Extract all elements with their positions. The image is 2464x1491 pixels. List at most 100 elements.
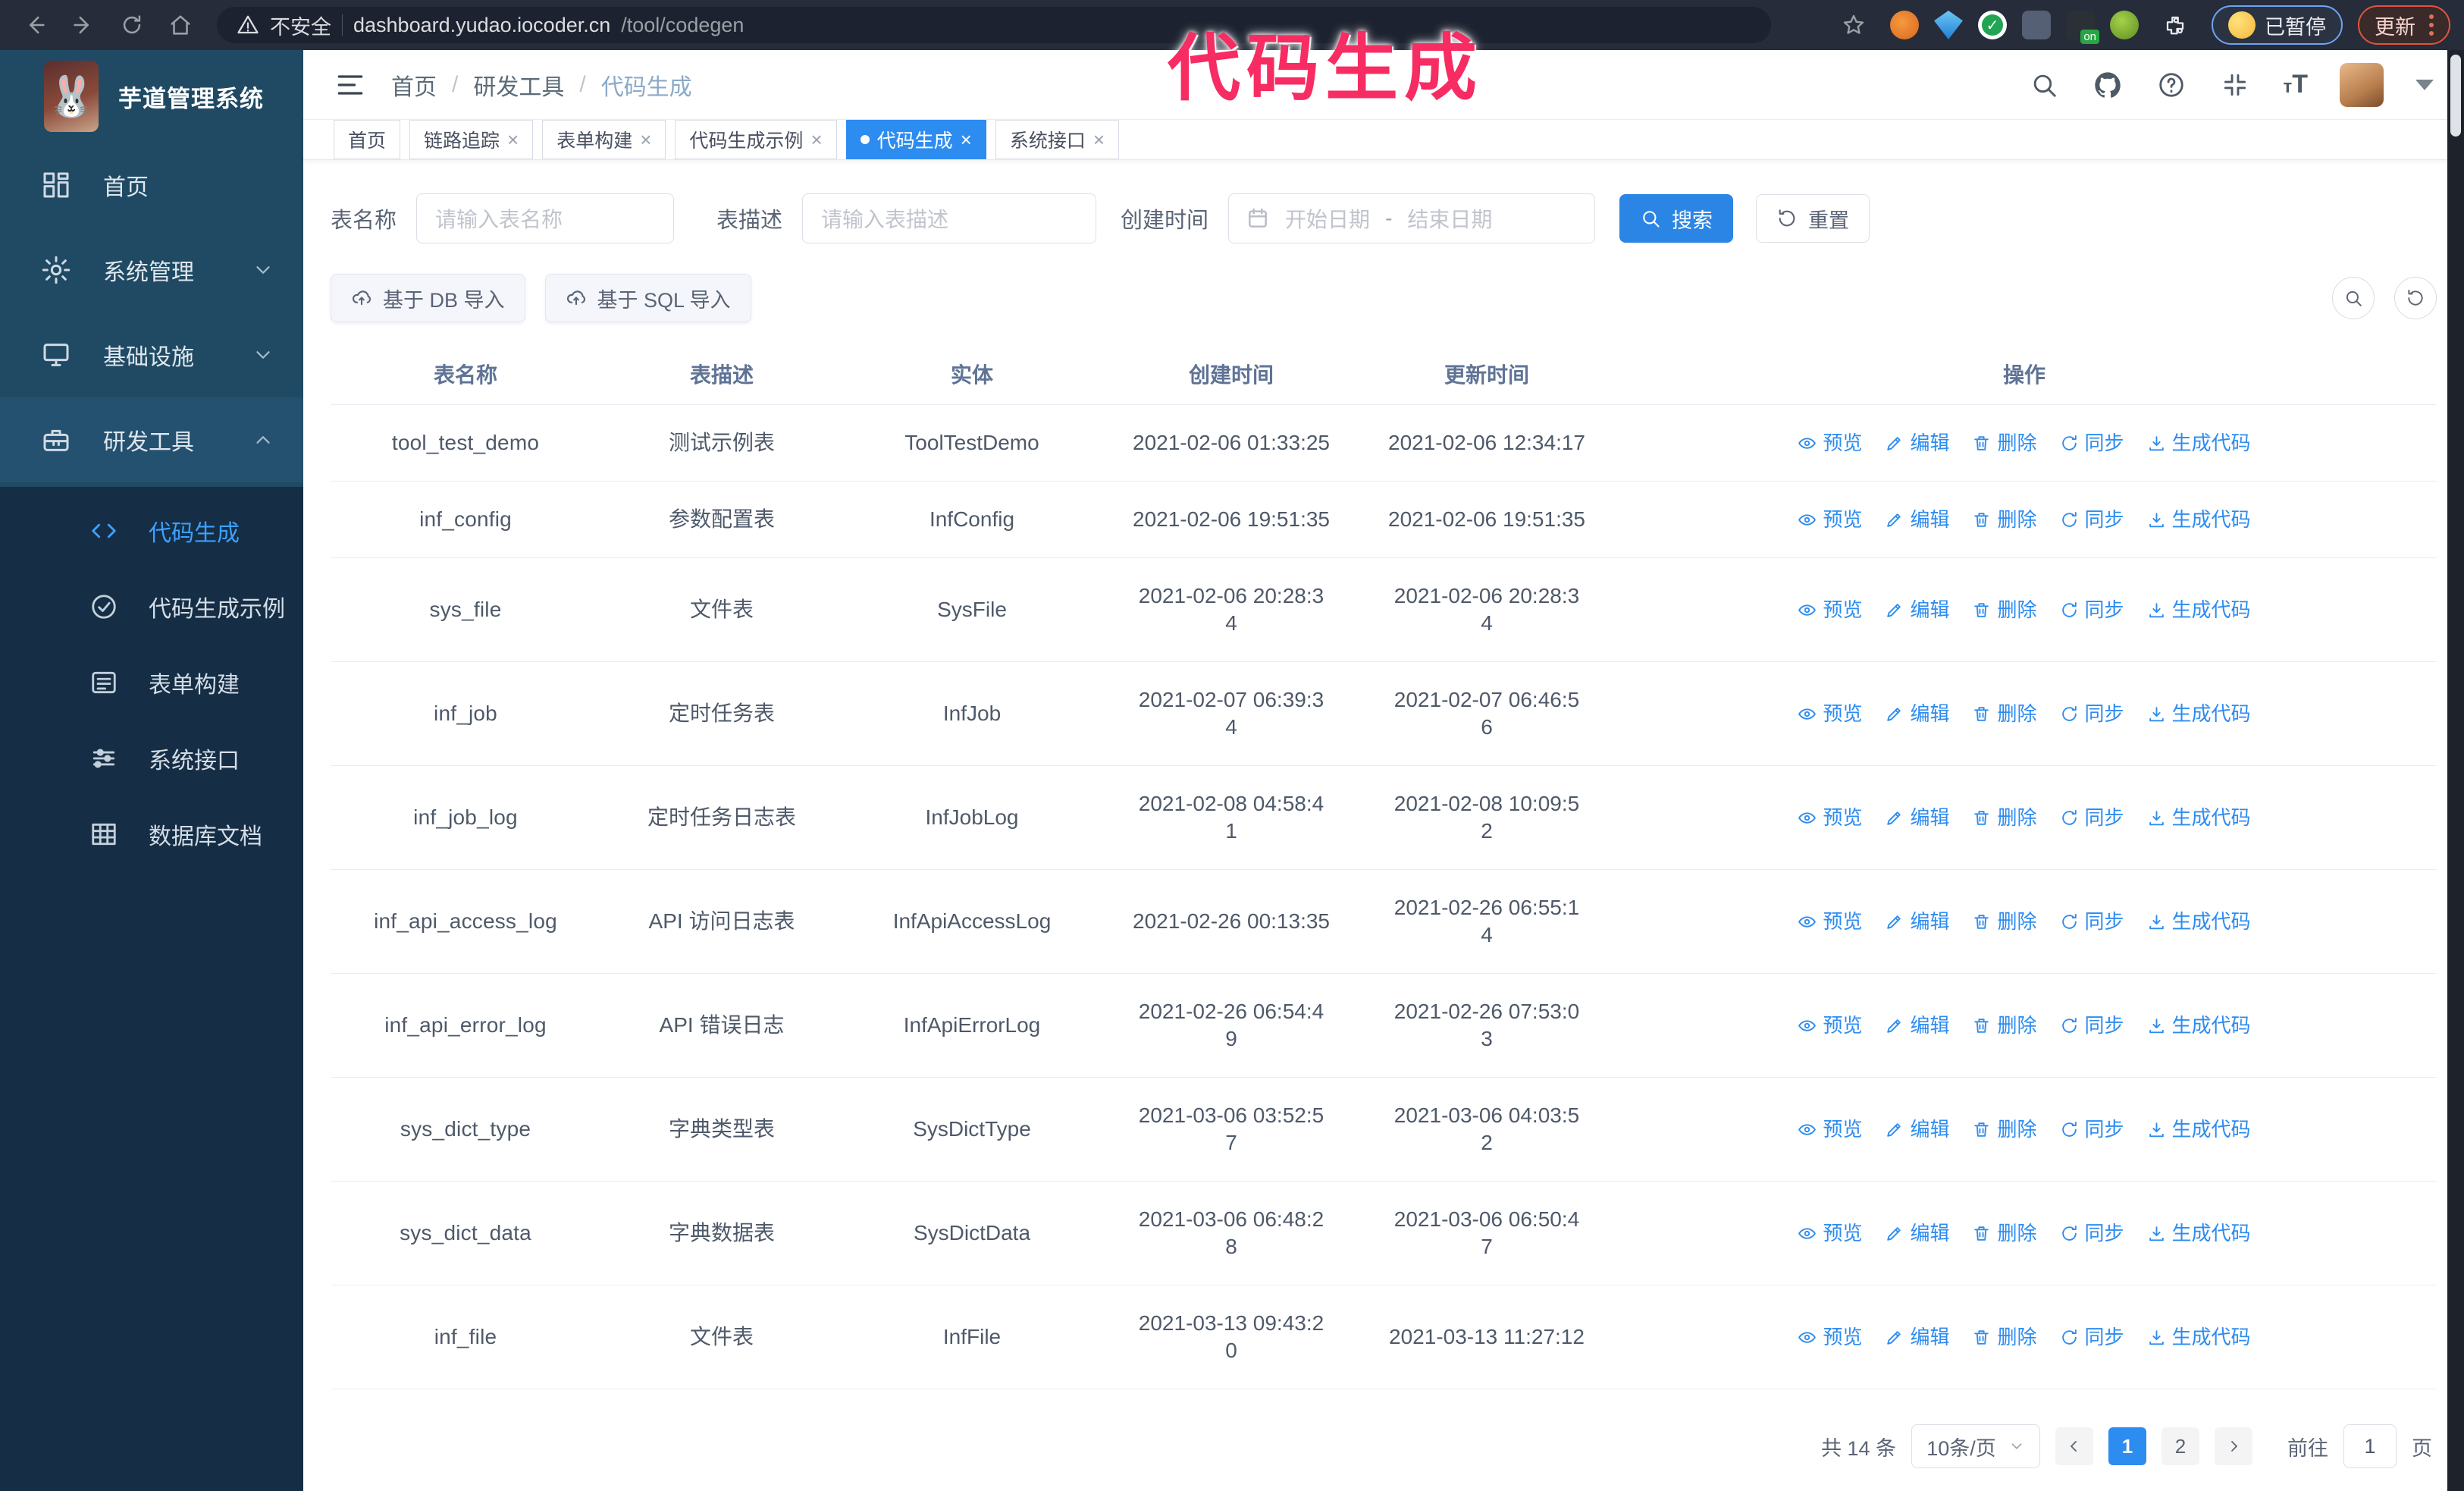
edit-link[interactable]: 编辑 bbox=[1885, 1323, 1949, 1351]
page-button-2[interactable]: 2 bbox=[2161, 1427, 2199, 1465]
tag-home[interactable]: 首页 bbox=[334, 120, 401, 159]
generate-code-link[interactable]: 生成代码 bbox=[2147, 1116, 2251, 1143]
preview-link[interactable]: 预览 bbox=[1798, 1012, 1862, 1039]
goto-page-input[interactable]: 1 bbox=[2343, 1424, 2397, 1468]
refresh-table-button[interactable] bbox=[2394, 277, 2437, 319]
delete-link[interactable]: 删除 bbox=[1972, 1116, 2037, 1143]
import-db-button[interactable]: 基于 DB 导入 bbox=[331, 274, 525, 322]
tag-codegen-demo[interactable]: 代码生成示例 × bbox=[675, 120, 837, 159]
sync-link[interactable]: 同步 bbox=[2060, 1116, 2124, 1143]
preview-link[interactable]: 预览 bbox=[1798, 804, 1862, 831]
tag-codegen-active[interactable]: 代码生成 × bbox=[845, 120, 986, 159]
table-row[interactable]: inf_job 定时任务表 InfJob 2021-02-07 06:39:3 … bbox=[331, 662, 2437, 766]
page-size-select[interactable]: 10条/页 bbox=[1911, 1424, 2040, 1468]
preview-link[interactable]: 预览 bbox=[1798, 506, 1862, 533]
address-bar[interactable]: 不安全 dashboard.yudao.iocoder.cn/tool/code… bbox=[217, 7, 1771, 43]
prev-page-button[interactable] bbox=[2055, 1427, 2093, 1465]
sidebar-item-codegen[interactable]: 代码生成 bbox=[0, 493, 303, 569]
table-row[interactable]: inf_config 参数配置表 InfConfig 2021-02-06 19… bbox=[331, 482, 2437, 558]
github-icon[interactable] bbox=[2092, 69, 2124, 101]
generate-code-link[interactable]: 生成代码 bbox=[2147, 429, 2251, 457]
header-search-icon[interactable] bbox=[2028, 69, 2060, 101]
import-sql-button[interactable]: 基于 SQL 导入 bbox=[544, 274, 751, 322]
generate-code-link[interactable]: 生成代码 bbox=[2147, 1323, 2251, 1351]
delete-link[interactable]: 删除 bbox=[1972, 804, 2037, 831]
user-caret-down-icon[interactable] bbox=[2415, 79, 2434, 90]
sync-link[interactable]: 同步 bbox=[2060, 700, 2124, 727]
breadcrumb-home[interactable]: 首页 bbox=[391, 74, 437, 100]
tag-form-builder[interactable]: 表单构建 × bbox=[542, 120, 666, 159]
extension-grid-icon[interactable] bbox=[2022, 11, 2051, 39]
edit-link[interactable]: 编辑 bbox=[1885, 1012, 1949, 1039]
extension-green-check-icon[interactable]: ✓ bbox=[1978, 11, 2007, 39]
sidebar-item-home[interactable]: 首页 bbox=[0, 143, 303, 228]
generate-code-link[interactable]: 生成代码 bbox=[2147, 596, 2251, 623]
preview-link[interactable]: 预览 bbox=[1798, 908, 1862, 935]
table-row[interactable]: sys_dict_type 字典类型表 SysDictType 2021-03-… bbox=[331, 1078, 2437, 1182]
edit-link[interactable]: 编辑 bbox=[1885, 1219, 1949, 1247]
page-button-1[interactable]: 1 bbox=[2108, 1427, 2146, 1465]
edit-link[interactable]: 编辑 bbox=[1885, 596, 1949, 623]
app-logo[interactable]: 🐰 芋道管理系统 bbox=[0, 50, 303, 143]
sync-link[interactable]: 同步 bbox=[2060, 506, 2124, 533]
sync-link[interactable]: 同步 bbox=[2060, 1323, 2124, 1351]
sync-link[interactable]: 同步 bbox=[2060, 908, 2124, 935]
sync-link[interactable]: 同步 bbox=[2060, 804, 2124, 831]
sidebar-item-form-builder[interactable]: 表单构建 bbox=[0, 645, 303, 720]
delete-link[interactable]: 删除 bbox=[1972, 1323, 2037, 1351]
reset-button[interactable]: 重置 bbox=[1756, 194, 1870, 243]
table-row[interactable]: sys_dict_data 字典数据表 SysDictData 2021-03-… bbox=[331, 1182, 2437, 1285]
delete-link[interactable]: 删除 bbox=[1972, 506, 2037, 533]
fullscreen-icon[interactable] bbox=[2219, 69, 2251, 101]
date-range-picker[interactable]: 开始日期 - 结束日期 bbox=[1228, 193, 1596, 243]
delete-link[interactable]: 删除 bbox=[1972, 700, 2037, 727]
extension-orange-icon[interactable] bbox=[1890, 11, 1919, 39]
table-name-input[interactable]: 请输入表名称 bbox=[416, 193, 675, 243]
sync-link[interactable]: 同步 bbox=[2060, 429, 2124, 457]
preview-link[interactable]: 预览 bbox=[1798, 1323, 1862, 1351]
generate-code-link[interactable]: 生成代码 bbox=[2147, 804, 2251, 831]
browser-home-icon[interactable] bbox=[159, 5, 202, 45]
generate-code-link[interactable]: 生成代码 bbox=[2147, 908, 2251, 935]
browser-scrollbar[interactable] bbox=[2447, 50, 2464, 1491]
close-icon[interactable]: × bbox=[960, 128, 972, 151]
table-row[interactable]: inf_job_log 定时任务日志表 InfJobLog 2021-02-08… bbox=[331, 766, 2437, 870]
tag-tracing[interactable]: 链路追踪 × bbox=[409, 120, 534, 159]
extension-dark-icon[interactable]: on bbox=[2066, 11, 2099, 44]
table-row[interactable]: sys_file 文件表 SysFile 2021-02-06 20:28:3 … bbox=[331, 558, 2437, 662]
extensions-puzzle-icon[interactable] bbox=[2154, 5, 2196, 45]
bookmark-star-icon[interactable] bbox=[1832, 5, 1875, 45]
preview-link[interactable]: 预览 bbox=[1798, 1116, 1862, 1143]
close-icon[interactable]: × bbox=[810, 128, 823, 151]
edit-link[interactable]: 编辑 bbox=[1885, 1116, 1949, 1143]
generate-code-link[interactable]: 生成代码 bbox=[2147, 1012, 2251, 1039]
generate-code-link[interactable]: 生成代码 bbox=[2147, 1219, 2251, 1247]
delete-link[interactable]: 删除 bbox=[1972, 429, 2037, 457]
close-icon[interactable]: × bbox=[1092, 128, 1105, 151]
close-icon[interactable]: × bbox=[640, 128, 652, 151]
extension-green-icon[interactable] bbox=[2110, 11, 2139, 39]
delete-link[interactable]: 删除 bbox=[1972, 1219, 2037, 1247]
browser-reload-icon[interactable] bbox=[111, 5, 153, 45]
search-button[interactable]: 搜索 bbox=[1619, 194, 1734, 243]
table-row[interactable]: inf_api_error_log API 错误日志 InfApiErrorLo… bbox=[331, 974, 2437, 1078]
next-page-button[interactable] bbox=[2215, 1427, 2252, 1465]
delete-link[interactable]: 删除 bbox=[1972, 596, 2037, 623]
table-row[interactable]: tool_test_demo 测试示例表 ToolTestDemo 2021-0… bbox=[331, 405, 2437, 482]
extension-blue-gem-icon[interactable] bbox=[1934, 11, 1963, 39]
help-icon[interactable] bbox=[2155, 69, 2187, 101]
delete-link[interactable]: 删除 bbox=[1972, 908, 2037, 935]
edit-link[interactable]: 编辑 bbox=[1885, 506, 1949, 533]
edit-link[interactable]: 编辑 bbox=[1885, 908, 1949, 935]
preview-link[interactable]: 预览 bbox=[1798, 596, 1862, 623]
user-avatar[interactable] bbox=[2340, 62, 2384, 107]
sidebar-item-infra[interactable]: 基础设施 bbox=[0, 312, 303, 397]
profile-paused-pill[interactable]: 已暂停 bbox=[2212, 5, 2343, 45]
generate-code-link[interactable]: 生成代码 bbox=[2147, 700, 2251, 727]
scrollbar-thumb[interactable] bbox=[2450, 55, 2461, 137]
edit-link[interactable]: 编辑 bbox=[1885, 804, 1949, 831]
browser-forward-icon[interactable] bbox=[62, 5, 105, 45]
sidebar-item-db-doc[interactable]: 数据库文档 bbox=[0, 796, 303, 872]
toggle-search-button[interactable] bbox=[2332, 277, 2375, 319]
table-row[interactable]: inf_api_access_log API 访问日志表 InfApiAcces… bbox=[331, 870, 2437, 974]
